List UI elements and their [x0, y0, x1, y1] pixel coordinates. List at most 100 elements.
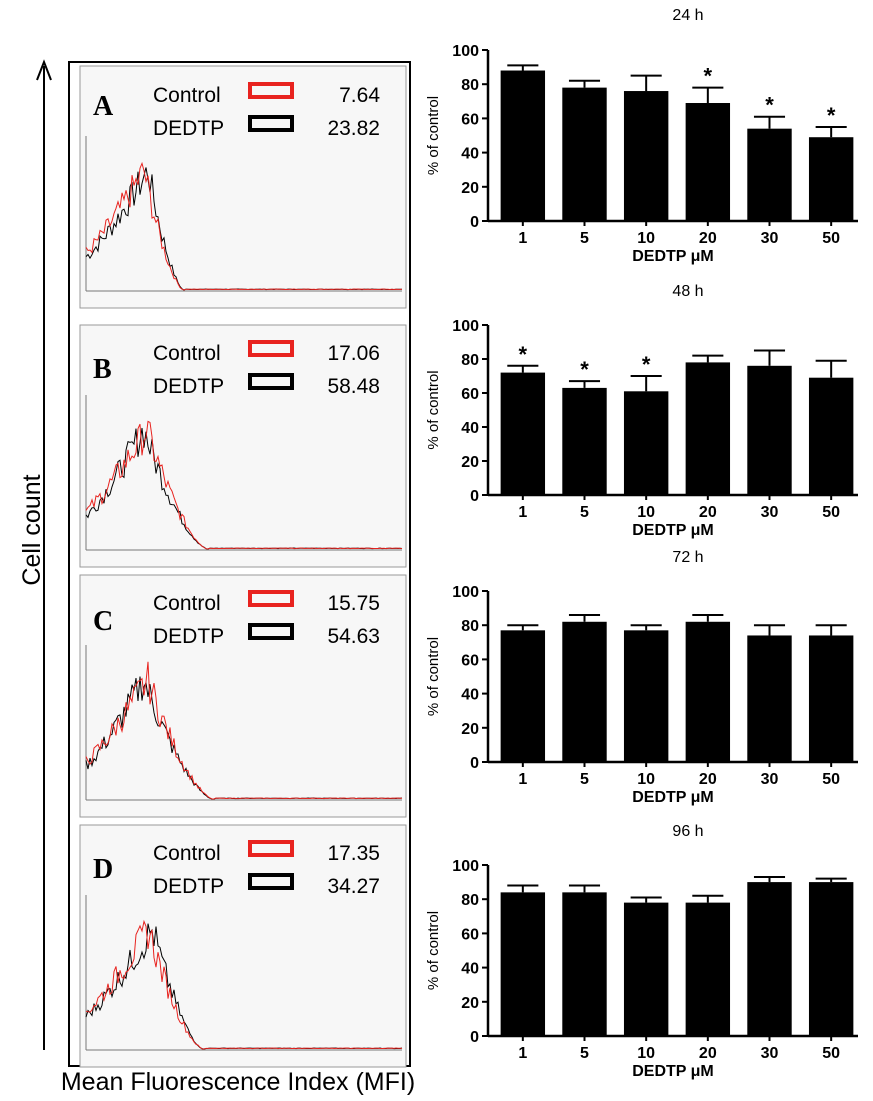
y-tick-label: 20 [461, 721, 479, 738]
legend-label: Control [153, 842, 221, 865]
x-axis-label: Mean Fluorescence Index (MFI) [61, 1068, 415, 1096]
legend-value: 15.75 [327, 592, 380, 615]
bar [808, 377, 854, 495]
y-tick-label: 60 [461, 652, 479, 669]
panel-letter: D [93, 854, 113, 885]
x-tick-label: 30 [761, 1045, 779, 1062]
y-tick-label: 40 [461, 961, 479, 978]
histogram-panel-a: A Control 7.64 DEDTP 23.82 [79, 65, 407, 309]
y-tick-label: 0 [470, 214, 479, 231]
legend-label: Control [153, 84, 221, 107]
control-histogram-curve [85, 919, 403, 1050]
cell-count-arrowhead-icon [36, 59, 52, 81]
bar-chart-96h: 96 h 0 20 40 60 80 100 % of control 1 5 10 20 30 50 DE… [425, 823, 858, 1080]
bar [623, 630, 669, 762]
significance-marker: * [642, 352, 651, 377]
x-tick-label: 50 [822, 771, 840, 788]
significance-marker: * [519, 342, 528, 367]
chart-y-label: % of control [425, 96, 442, 175]
bar [623, 391, 669, 495]
y-tick-label: 0 [470, 755, 479, 772]
histogram-panel-border [79, 574, 407, 818]
legend-value: 34.27 [327, 875, 380, 898]
legend-value: 58.48 [327, 375, 380, 398]
x-tick-label: 30 [761, 771, 779, 788]
y-tick-label: 100 [452, 43, 479, 60]
chart-title: 72 h [672, 549, 703, 566]
bar [747, 128, 792, 221]
bar [685, 621, 731, 762]
chart-x-label: DEDTP μM [632, 1063, 714, 1080]
x-tick-label: 30 [761, 230, 779, 247]
chart-x-label: DEDTP μM [632, 789, 714, 806]
control-legend-swatch [248, 82, 294, 99]
y-tick-label: 60 [461, 111, 479, 128]
bar [808, 635, 854, 762]
significance-marker: * [827, 103, 836, 128]
legend-value: 17.35 [327, 842, 380, 865]
chart-title: 24 h [672, 7, 703, 24]
control-legend-swatch [248, 590, 294, 607]
x-tick-label: 10 [637, 771, 655, 788]
y-tick-label: 60 [461, 386, 479, 403]
x-tick-label: 10 [637, 504, 655, 521]
x-tick-label: 5 [580, 1045, 589, 1062]
histogram-panel-d: D Control 17.35 DEDTP 34.27 [79, 824, 407, 1068]
legend-value: 54.63 [327, 625, 380, 648]
histogram-panel-b: B Control 17.06 DEDTP 58.48 [79, 324, 407, 568]
histogram-panel-border [79, 65, 407, 309]
y-tick-label: 0 [470, 488, 479, 505]
bar [685, 103, 731, 221]
chart-y-label: % of control [425, 637, 442, 716]
dedtp-legend-swatch [248, 115, 294, 132]
bar-chart-48h: 48 h 0 20 40 60 80 100 % of control * 1 * 5 * 10 20 30 5… [425, 283, 858, 539]
control-legend-swatch [248, 340, 294, 357]
bar [562, 387, 607, 495]
panel-letter: B [93, 354, 112, 385]
y-tick-label: 40 [461, 687, 479, 704]
panel-letter: A [93, 91, 114, 122]
x-tick-label: 5 [580, 504, 589, 521]
x-tick-label: 5 [580, 771, 589, 788]
bar-chart-72h: 72 h 0 20 40 60 80 100 % of control 1 5 10 20 30 50 DE… [425, 549, 858, 806]
legend-value: 7.64 [339, 84, 380, 107]
y-tick-label: 80 [461, 77, 479, 94]
y-tick-label: 80 [461, 892, 479, 909]
chart-y-label: % of control [425, 370, 442, 449]
legend-label: DEDTP [153, 625, 224, 648]
y-tick-label: 20 [461, 180, 479, 197]
chart-x-label: DEDTP μM [632, 522, 714, 539]
significance-marker: * [580, 357, 589, 382]
chart-x-label: DEDTP μM [632, 248, 714, 265]
bar [500, 372, 546, 495]
x-tick-label: 1 [518, 504, 527, 521]
legend-label: DEDTP [153, 117, 224, 140]
legend-label: Control [153, 592, 221, 615]
y-axis-label: Cell count [18, 474, 46, 585]
histogram-panel-border [79, 824, 407, 1068]
histogram-panel-border [79, 324, 407, 568]
y-tick-label: 100 [452, 318, 479, 335]
x-tick-label: 20 [699, 771, 717, 788]
bar [562, 892, 607, 1036]
x-tick-label: 20 [699, 504, 717, 521]
legend-label: DEDTP [153, 875, 224, 898]
bar-chart-24h: 24 h 0 20 40 60 80 100 % of control 1 5 10 * 20 * 30 * 5… [425, 7, 858, 265]
bar [500, 70, 546, 222]
y-tick-label: 80 [461, 352, 479, 369]
bar [685, 902, 731, 1036]
x-tick-label: 50 [822, 1045, 840, 1062]
legend-label: Control [153, 342, 221, 365]
dedtp-legend-swatch [248, 873, 294, 890]
significance-marker: * [704, 64, 713, 89]
bar [685, 362, 731, 495]
chart-y-label: % of control [425, 911, 442, 990]
significance-marker: * [765, 93, 774, 118]
bar [623, 902, 669, 1036]
bar [500, 630, 546, 762]
x-tick-label: 1 [518, 771, 527, 788]
bar [500, 892, 546, 1036]
x-tick-label: 20 [699, 230, 717, 247]
dedtp-legend-swatch [248, 373, 294, 390]
